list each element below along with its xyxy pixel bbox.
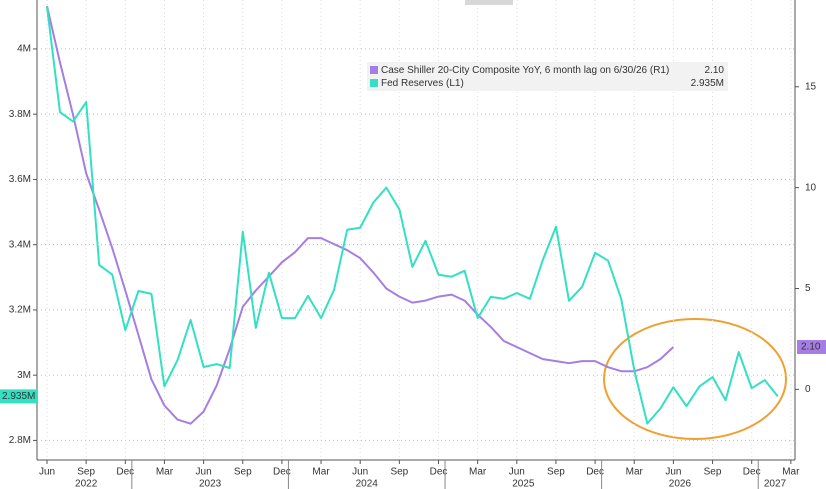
year-label: 2027 xyxy=(764,479,787,489)
x-tick-label: Sep xyxy=(77,467,95,478)
year-label: 2025 xyxy=(512,479,535,489)
y-tick-label: 4M xyxy=(17,44,31,55)
y2-tick-label: 10 xyxy=(805,182,817,193)
y-tick-label: 3.6M xyxy=(9,174,31,185)
x-tick-label: Jun xyxy=(196,467,212,478)
x-tick-label: Mar xyxy=(469,467,487,478)
x-tick-label: Jun xyxy=(39,467,55,478)
y2-tick-label: 0 xyxy=(805,384,811,395)
legend-value: 2.10 xyxy=(705,65,725,76)
y-tick-label: 3.2M xyxy=(9,305,31,316)
y2-tick-label: 5 xyxy=(805,283,811,294)
legend-value: 2.935M xyxy=(691,78,724,89)
year-label: 2022 xyxy=(75,479,98,489)
x-tick-label: Dec xyxy=(586,467,604,478)
x-tick-label: Jun xyxy=(509,467,525,478)
x-tick-label: Sep xyxy=(234,467,252,478)
x-tick-label: Mar xyxy=(782,467,800,478)
x-tick-label: Jun xyxy=(352,467,368,478)
x-tick-label: Dec xyxy=(430,467,448,478)
x-tick-label: Jun xyxy=(665,467,681,478)
last-value-tag xyxy=(797,340,826,355)
year-label: 2024 xyxy=(356,479,379,489)
legend-box xyxy=(367,62,728,91)
series-line xyxy=(46,6,779,425)
x-tick-label: Dec xyxy=(273,467,291,478)
toolbar-tab xyxy=(465,0,513,5)
legend-swatch xyxy=(370,79,378,87)
legend-label: Fed Reserves (L1) xyxy=(381,78,464,89)
x-tick-label: Mar xyxy=(626,467,644,478)
y2-tick-label: 15 xyxy=(805,81,817,92)
year-label: 2023 xyxy=(199,479,222,489)
last-value-label: 2.935M xyxy=(2,391,35,402)
last-value-label: 2.10 xyxy=(801,342,821,353)
x-tick-label: Sep xyxy=(704,467,722,478)
x-tick-label: Mar xyxy=(156,467,174,478)
x-tick-label: Dec xyxy=(743,467,761,478)
year-label: 2026 xyxy=(669,479,692,489)
x-tick-label: Sep xyxy=(390,467,408,478)
x-tick-label: Mar xyxy=(312,467,330,478)
y-tick-label: 3.8M xyxy=(9,109,31,120)
legend-swatch xyxy=(370,66,378,74)
x-tick-label: Sep xyxy=(547,467,565,478)
y-tick-label: 3.4M xyxy=(9,239,31,250)
y-tick-label: 2.8M xyxy=(9,435,31,446)
legend: Case Shiller 20-City Composite YoY, 6 mo… xyxy=(367,62,728,91)
legend-label: Case Shiller 20-City Composite YoY, 6 mo… xyxy=(381,65,669,76)
x-tick-label: Dec xyxy=(116,467,134,478)
last-value-tag xyxy=(0,389,37,404)
y-tick-label: 3M xyxy=(17,370,31,381)
highlight-ellipse xyxy=(603,318,787,440)
series-line xyxy=(46,5,675,425)
